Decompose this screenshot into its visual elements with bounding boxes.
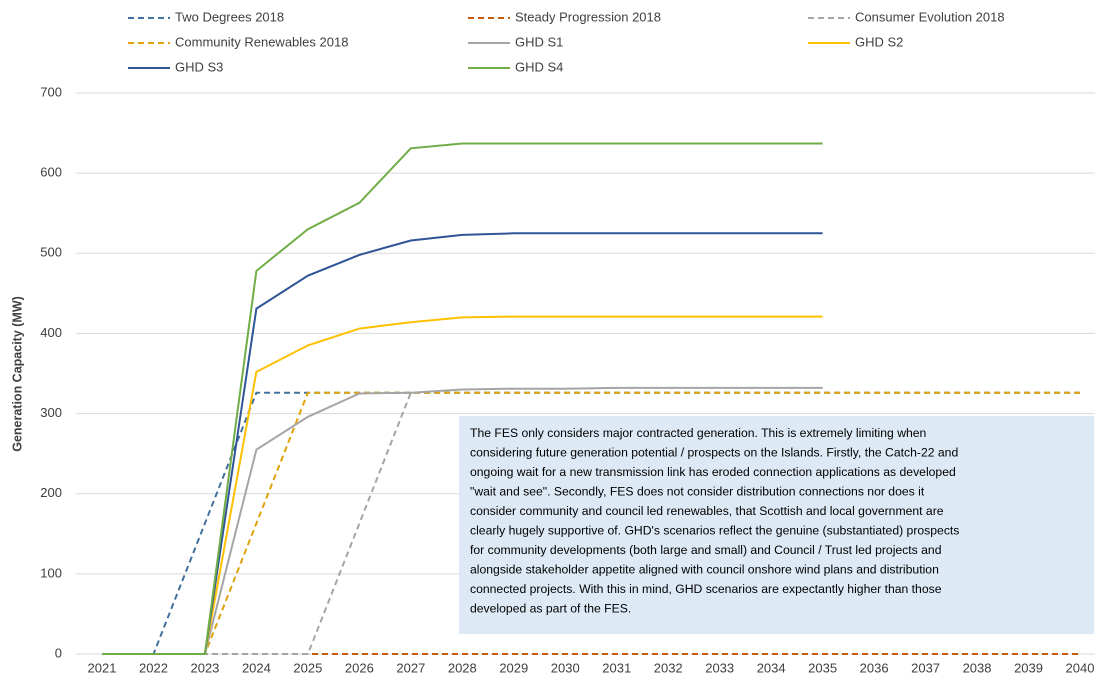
annotation-text: The FES only considers major contracted … bbox=[470, 426, 926, 440]
annotation-text: ongoing wait for a new transmission link… bbox=[470, 465, 956, 479]
x-tick-label: 2021 bbox=[88, 660, 117, 675]
x-tick-label: 2025 bbox=[293, 660, 322, 675]
x-tick-label: 2022 bbox=[139, 660, 168, 675]
line-series bbox=[102, 232, 823, 655]
y-tick-label: 200 bbox=[40, 485, 62, 500]
legend-label: Consumer Evolution 2018 bbox=[855, 9, 1005, 24]
x-tick-label: 2026 bbox=[345, 660, 374, 675]
annotation-text: "wait and see". Secondly, FES does not c… bbox=[470, 485, 925, 499]
x-tick-label: 2027 bbox=[396, 660, 425, 675]
annotation-text: for community developments (both large a… bbox=[470, 543, 941, 557]
x-tick-label: 2023 bbox=[190, 660, 219, 675]
x-tick-label: 2034 bbox=[757, 660, 786, 675]
annotation-text: developed as part of the FES. bbox=[470, 602, 631, 616]
annotation-text: considering future generation potential … bbox=[470, 446, 958, 460]
y-tick-label: 600 bbox=[40, 165, 62, 180]
x-tick-label: 2030 bbox=[551, 660, 580, 675]
y-tick-label: 500 bbox=[40, 245, 62, 260]
line-series bbox=[102, 315, 823, 655]
y-tick-label: 700 bbox=[40, 84, 62, 99]
x-tick-label: 2024 bbox=[242, 660, 271, 675]
legend-label: Steady Progression 2018 bbox=[515, 9, 661, 24]
legend-label: GHD S2 bbox=[855, 34, 903, 49]
x-tick-label: 2037 bbox=[911, 660, 940, 675]
x-tick-label: 2039 bbox=[1014, 660, 1043, 675]
legend-label: Community Renewables 2018 bbox=[175, 34, 348, 49]
y-tick-label: 300 bbox=[40, 405, 62, 420]
x-tick-label: 2028 bbox=[448, 660, 477, 675]
line-series bbox=[102, 386, 823, 655]
x-tick-label: 2031 bbox=[602, 660, 631, 675]
line-series bbox=[102, 391, 1080, 655]
annotation-text: alongside stakeholder appetite aligned w… bbox=[470, 563, 939, 577]
x-tick-label: 2033 bbox=[705, 660, 734, 675]
y-tick-label: 400 bbox=[40, 325, 62, 340]
y-axis-label: Generation Capacity (MW) bbox=[10, 296, 24, 452]
y-tick-label: 100 bbox=[40, 565, 62, 580]
line-series bbox=[102, 142, 823, 655]
x-tick-label: 2029 bbox=[499, 660, 528, 675]
annotation-text: clearly hugely supportive of. GHD's scen… bbox=[470, 524, 959, 538]
x-tick-label: 2036 bbox=[860, 660, 889, 675]
x-tick-label: 2035 bbox=[808, 660, 837, 675]
y-tick-label: 0 bbox=[55, 645, 62, 660]
annotation-text: connected projects. With this in mind, G… bbox=[470, 582, 942, 596]
legend-label: GHD S3 bbox=[175, 59, 223, 74]
legend-label: Two Degrees 2018 bbox=[175, 9, 284, 24]
annotation-text: consider community and council led renew… bbox=[470, 504, 944, 518]
x-tick-label: 2032 bbox=[654, 660, 683, 675]
x-tick-label: 2038 bbox=[963, 660, 992, 675]
legend-label: GHD S1 bbox=[515, 34, 563, 49]
x-tick-label: 2040 bbox=[1066, 660, 1095, 675]
legend-label: GHD S4 bbox=[515, 59, 563, 74]
annotation-box bbox=[459, 416, 1094, 634]
